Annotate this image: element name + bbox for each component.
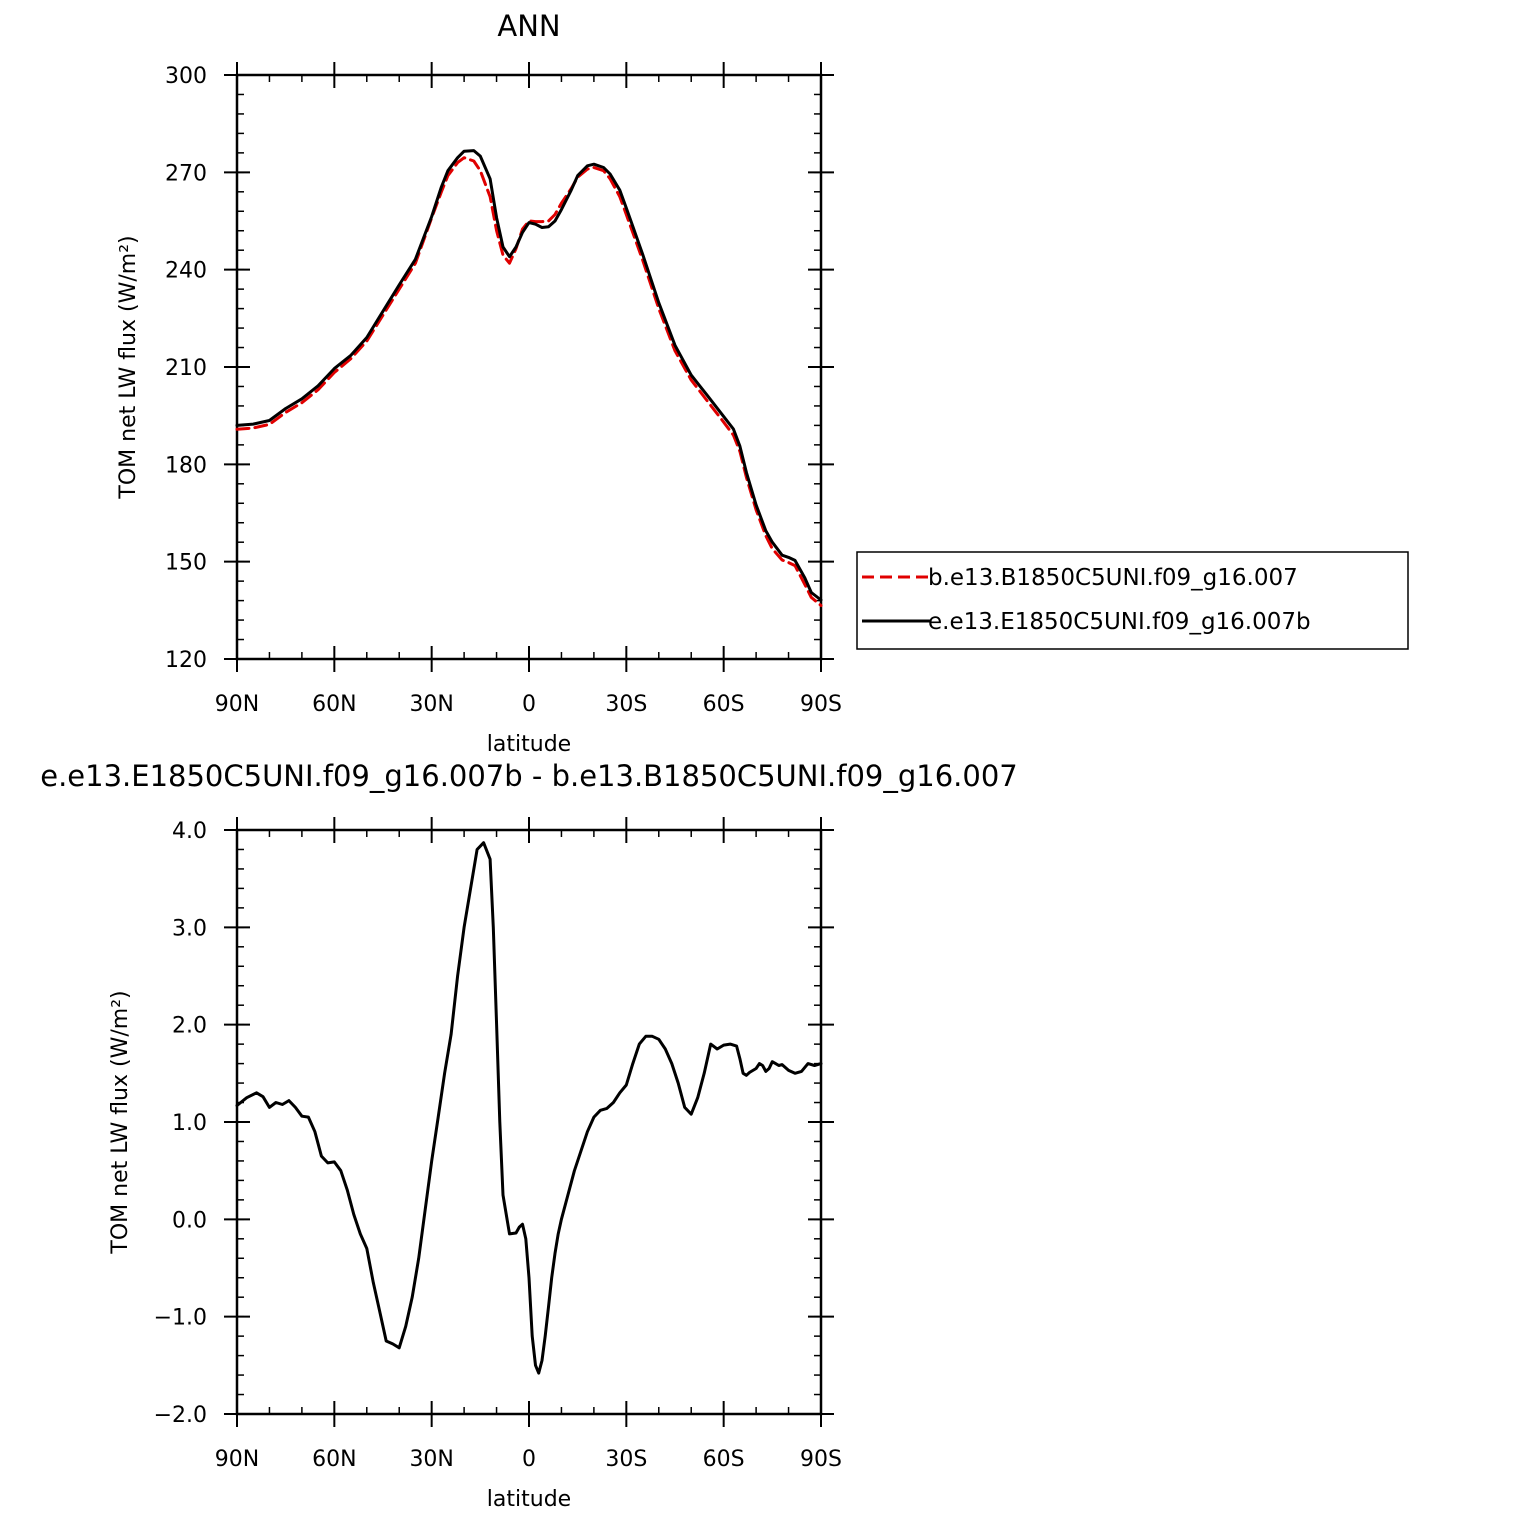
x-tick-label: 60S	[703, 692, 745, 717]
legend: b.e13.B1850C5UNI.f09_g16.007 e.e13.E1850…	[856, 551, 1409, 650]
x-tick-label: 60N	[312, 1447, 356, 1472]
x-tick-label: 0	[522, 692, 536, 717]
x-tick-label: 60S	[703, 1447, 745, 1472]
y-tick-label: −1.0	[154, 1306, 207, 1331]
y-tick-label: 300	[165, 64, 207, 89]
plot-frame	[235, 828, 823, 1416]
y-axis-label: TOM net LW flux (W/m²)	[116, 235, 141, 499]
y-tick-label: 150	[165, 551, 207, 576]
chart-title: ANN	[497, 9, 560, 43]
y-tick-label: 270	[165, 161, 207, 186]
chart-title: e.e13.E1850C5UNI.f09_g16.007b - b.e13.B1…	[40, 759, 1018, 793]
y-tick-label: 210	[165, 356, 207, 381]
y-tick-label: 4.0	[172, 819, 207, 844]
x-tick-label: 90S	[800, 1447, 842, 1472]
top-panel: ANN 90N 60N 30N 0 30S 60S 90S 300 270 240 210 180 150…	[116, 9, 842, 757]
x-tick-label: 0	[522, 1447, 536, 1472]
x-tick-label: 90N	[215, 1447, 259, 1472]
y-tick-label: 0.0	[172, 1208, 207, 1233]
x-tick-label: 30S	[605, 692, 647, 717]
x-axis-label: latitude	[487, 1487, 571, 1512]
legend-box	[856, 551, 1409, 650]
y-tick-label: 180	[165, 453, 207, 478]
series-line-experiment-solid-1	[235, 149, 823, 602]
x-tick-label: 90N	[215, 692, 259, 717]
y-tick-label: 120	[165, 648, 207, 673]
y-tick-label: 1.0	[172, 1111, 207, 1136]
y-tick-label: 2.0	[172, 1014, 207, 1039]
bottom-panel: e.e13.E1850C5UNI.f09_g16.007b - b.e13.B1…	[40, 759, 1018, 1512]
x-axis-label: latitude	[487, 732, 571, 757]
legend-label-control: b.e13.B1850C5UNI.f09_g16.007	[928, 565, 1298, 591]
x-tick-label: 90S	[800, 692, 842, 717]
x-tick-label: 30S	[605, 1447, 647, 1472]
x-tick-label: 30N	[409, 692, 453, 717]
y-tick-label: 240	[165, 259, 207, 284]
x-tick-label: 60N	[312, 692, 356, 717]
y-axis-label: TOM net LW flux (W/m²)	[108, 990, 133, 1254]
y-tick-label: 3.0	[172, 916, 207, 941]
series-line-experiment-solid-0	[235, 841, 823, 1375]
legend-label-experiment: e.e13.E1850C5UNI.f09_g16.007b	[928, 609, 1311, 635]
y-tick-label: −2.0	[154, 1403, 207, 1428]
plot-frame	[235, 73, 823, 661]
x-tick-label: 30N	[409, 1447, 453, 1472]
